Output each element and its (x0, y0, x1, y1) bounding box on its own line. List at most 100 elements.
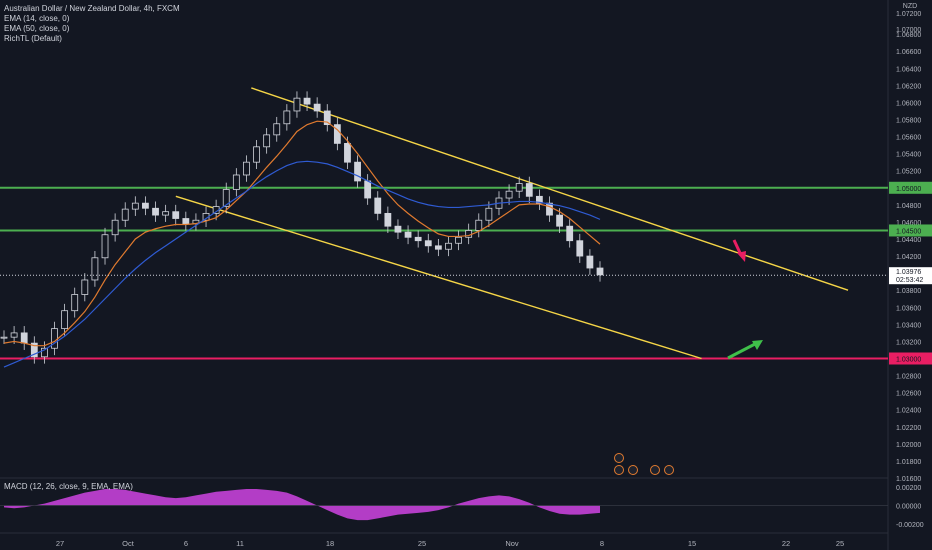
indicator-richtl[interactable]: RichTL (Default) (4, 34, 62, 43)
chart-legend: Australian Dollar / New Zealand Dollar, … (4, 4, 180, 44)
candle-body (586, 255, 594, 269)
price-tick-label: 1.05200 (896, 169, 921, 176)
price-tick-label: 1.02600 (896, 391, 921, 398)
candle-body (131, 202, 139, 210)
macd-tick-label: 0.00000 (896, 504, 921, 511)
candle-body (596, 267, 604, 276)
time-tick-label: Nov (505, 539, 519, 548)
time-tick-label: 6 (184, 539, 188, 548)
economic-event-icon (664, 465, 674, 475)
price-tick-label: 1.05600 (896, 135, 921, 142)
indicator-ema14[interactable]: EMA (14, close, 0) (4, 14, 70, 23)
candle-body (30, 342, 38, 358)
price-tick-label: 1.02800 (896, 374, 921, 381)
time-tick-label: 8 (600, 539, 604, 548)
price-tick-label: 1.05400 (896, 152, 921, 159)
level-price-label: 1.03000 (896, 357, 921, 364)
level-price-tag (889, 181, 932, 194)
level-price-label: 1.05000 (896, 186, 921, 193)
candle-body (172, 211, 180, 219)
macd-histogram (4, 489, 600, 521)
price-currency-label: NZD (903, 3, 917, 10)
price-tick-label: 1.01800 (896, 459, 921, 466)
time-tick-label: 15 (688, 539, 696, 548)
candle-body (283, 110, 291, 125)
economic-event-icon (614, 453, 624, 463)
candle-body (566, 225, 574, 242)
candle-body (576, 240, 584, 257)
indicator-ema50[interactable]: EMA (50, close, 0) (4, 24, 70, 33)
candle-body (364, 180, 372, 199)
economic-event-icon (628, 465, 638, 475)
economic-event-icon (614, 465, 624, 475)
candle-body (505, 190, 513, 199)
time-tick-label: 25 (418, 539, 426, 548)
candle-body (445, 242, 452, 250)
candle-body (434, 245, 442, 250)
candle-body (10, 332, 18, 338)
level-price-tag (889, 224, 932, 237)
candle-body (394, 225, 402, 233)
macd-tick-label: -0.00200 (896, 522, 924, 529)
current-price-countdown: 02:53:42 (896, 277, 923, 284)
candle-body (182, 218, 190, 225)
candle-body (354, 161, 361, 182)
candle-body (333, 124, 341, 144)
candle-body (142, 202, 149, 209)
channel-lower-line (175, 195, 702, 360)
price-tick-label: 1.06800 (896, 32, 921, 39)
candle-body (374, 197, 382, 214)
candle-body (81, 279, 89, 295)
candle-body (91, 257, 99, 281)
candle-body (293, 97, 301, 112)
price-tick-label: 1.05800 (896, 118, 921, 125)
candle-body (475, 219, 483, 231)
candle-body (232, 174, 240, 190)
candle-body (546, 202, 553, 216)
candle-body (243, 161, 250, 176)
arrow-up-shaft (727, 342, 756, 360)
candle-body (485, 207, 493, 221)
macd-legend[interactable]: MACD (12, 26, close, 9, EMA, EMA) (4, 482, 133, 491)
time-tick-label: 27 (56, 539, 64, 548)
candle-body (263, 134, 271, 148)
time-tick-label: Oct (122, 539, 135, 548)
price-tick-label: 1.03400 (896, 322, 921, 329)
price-tick-label: 1.07000 (896, 27, 921, 34)
price-tick-label: 1.06200 (896, 83, 921, 90)
economic-event-icon (650, 465, 660, 475)
price-tick-label: 1.04800 (896, 203, 921, 210)
price-tick-label: 1.07200 (896, 11, 921, 18)
candle-body (152, 207, 159, 216)
arrow-up-head (752, 340, 763, 350)
price-tick-label: 1.03200 (896, 339, 921, 346)
current-price-tag (889, 267, 932, 285)
candle-body (414, 236, 422, 242)
price-tick-label: 1.03600 (896, 305, 921, 312)
time-tick-label: 11 (236, 539, 244, 548)
price-tick-label: 1.04600 (896, 220, 921, 227)
symbol-title: Australian Dollar / New Zealand Dollar, … (4, 4, 180, 13)
ema50-line (3, 160, 601, 368)
candle-body (111, 219, 119, 236)
candle-body (323, 110, 331, 126)
candle-body (384, 212, 392, 227)
price-tick-label: 1.02200 (896, 425, 921, 432)
candle-body (20, 332, 28, 344)
macd-tick-label: 0.00200 (896, 485, 921, 492)
price-tick-label: 1.03800 (896, 288, 921, 295)
price-tick-label: 1.04200 (896, 254, 921, 261)
candle-body (404, 231, 412, 238)
candle-body (535, 195, 543, 204)
time-tick-label: 22 (782, 539, 790, 548)
price-tick-label: 1.06400 (896, 66, 921, 73)
candle-body (455, 236, 462, 244)
candle-body (101, 234, 109, 259)
price-tick-label: 1.06600 (896, 49, 921, 56)
ema14-line (3, 120, 601, 347)
price-tick-label: 1.04400 (896, 237, 921, 244)
price-tick-label: 1.01600 (896, 476, 921, 483)
candle-body (222, 189, 230, 207)
candle-body (313, 103, 321, 112)
